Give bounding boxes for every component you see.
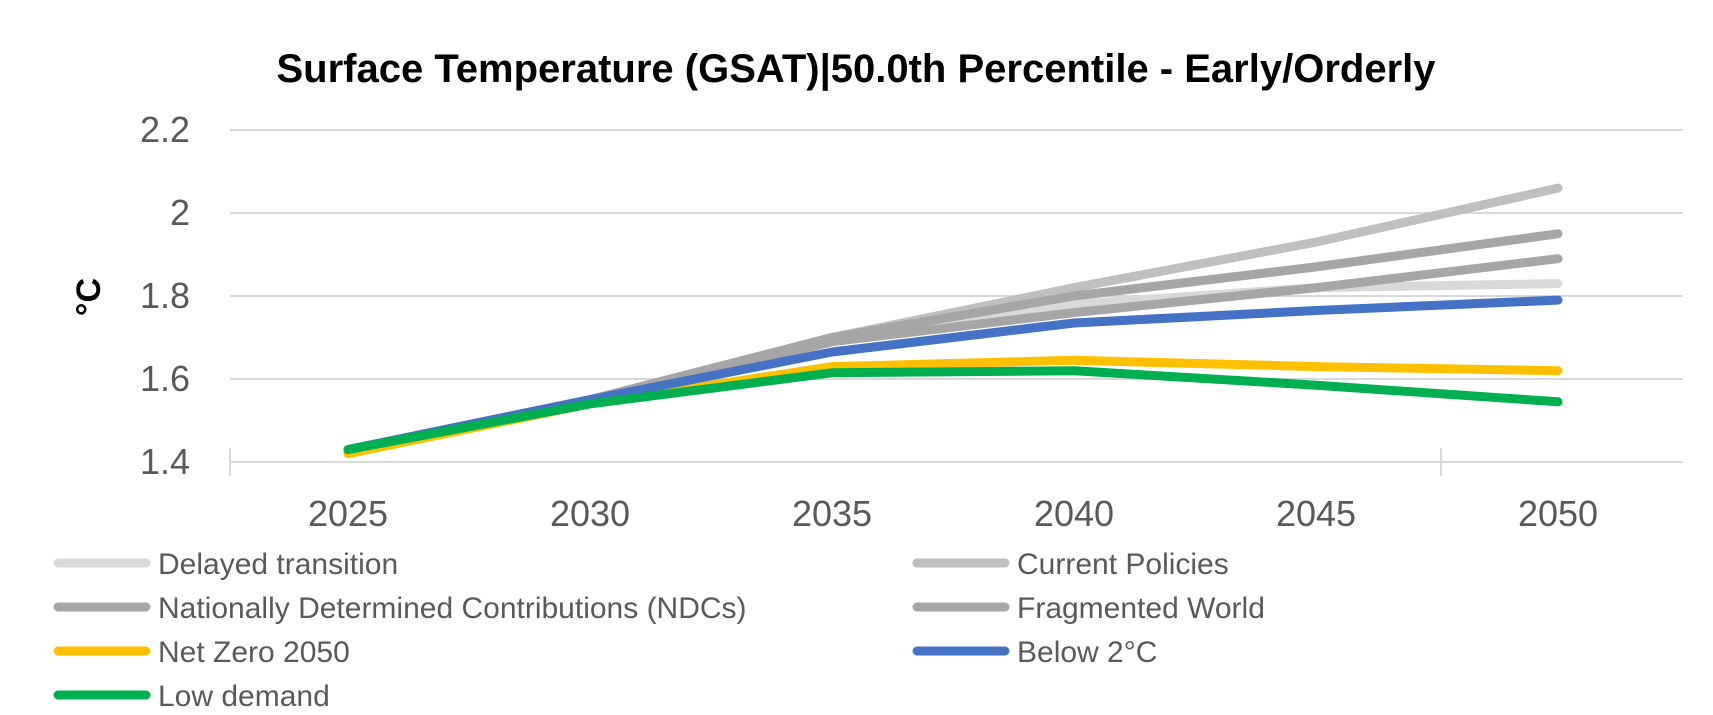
legend-label: Current Policies bbox=[1017, 548, 1229, 581]
legend-label: Fragmented World bbox=[1017, 592, 1265, 625]
legend-item: Low demand bbox=[53, 680, 330, 713]
legend-label: Below 2°C bbox=[1017, 636, 1157, 669]
y-tick-label: 2 bbox=[170, 192, 190, 233]
chart-title: Surface Temperature (GSAT)|50.0th Percen… bbox=[276, 47, 1436, 91]
y-tick-label: 1.8 bbox=[140, 275, 190, 316]
x-tick-label: 2030 bbox=[550, 493, 630, 534]
legend: Delayed transition Current Policies Nation… bbox=[53, 548, 1265, 713]
series-line-7 bbox=[343, 366, 1563, 455]
legend-item: Fragmented World bbox=[912, 592, 1265, 625]
x-tick-label: 2050 bbox=[1518, 493, 1598, 534]
gridlines bbox=[230, 129, 1683, 463]
legend-item: Below 2°C bbox=[912, 636, 1157, 669]
legend-item: Delayed transition bbox=[53, 548, 398, 581]
legend-label: Delayed transition bbox=[158, 548, 398, 581]
legend-label: Net Zero 2050 bbox=[158, 636, 350, 669]
y-axis-ticks: 1.4 1.6 1.8 2 2.2 bbox=[140, 109, 190, 482]
y-tick-label: 2.2 bbox=[140, 109, 190, 150]
x-tick-label: 2035 bbox=[792, 493, 872, 534]
y-tick-label: 1.4 bbox=[140, 441, 190, 482]
legend-item: Current Policies bbox=[912, 548, 1229, 581]
x-axis-ticks: 2025 2030 2035 2040 2045 2050 bbox=[308, 493, 1598, 534]
y-axis-title: °C bbox=[70, 278, 108, 316]
x-tick-label: 2045 bbox=[1276, 493, 1356, 534]
legend-label: Nationally Determined Contributions (NDC… bbox=[158, 592, 747, 625]
x-tick-label: 2025 bbox=[308, 493, 388, 534]
series-lines bbox=[343, 183, 1563, 459]
y-tick-label: 1.6 bbox=[140, 358, 190, 399]
x-tick-label: 2040 bbox=[1034, 493, 1114, 534]
x-axis bbox=[229, 448, 1683, 476]
legend-item: Net Zero 2050 bbox=[53, 636, 350, 669]
legend-label: Low demand bbox=[158, 680, 330, 713]
legend-item: Nationally Determined Contributions (NDC… bbox=[53, 592, 747, 625]
